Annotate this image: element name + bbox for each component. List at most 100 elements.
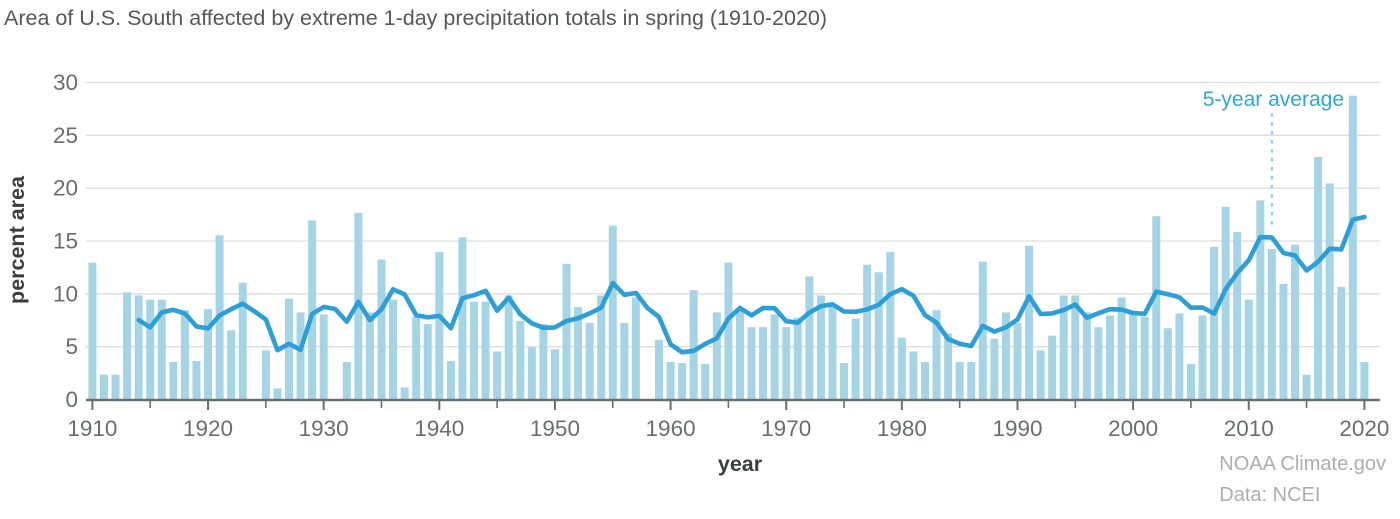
bar-2009 [1233, 232, 1242, 399]
bar-1986 [967, 362, 976, 399]
bar-1914 [134, 295, 143, 399]
bar-1930 [319, 314, 328, 399]
bar-2010 [1244, 299, 1253, 399]
bar-1918 [180, 310, 189, 399]
bar-1988 [990, 338, 999, 399]
bar-1917 [169, 362, 178, 399]
bar-1974 [828, 304, 837, 399]
bar-1944 [481, 301, 490, 399]
bar-1984 [944, 333, 953, 399]
bar-1951 [562, 263, 571, 399]
x-tick-label-2010: 2010 [1224, 416, 1274, 441]
bar-1940 [435, 252, 444, 399]
bar-1936 [389, 299, 398, 399]
bar-1950 [550, 349, 559, 399]
bar-1956 [620, 322, 629, 399]
bar-1977 [863, 264, 872, 399]
bar-1947 [516, 320, 525, 399]
bar-1962 [689, 290, 698, 399]
bar-1913 [123, 292, 132, 399]
bar-2020 [1360, 362, 1369, 399]
bar-2006 [1198, 315, 1207, 399]
bar-2002 [1152, 216, 1161, 399]
bar-1960 [666, 362, 675, 399]
bar-1942 [458, 237, 467, 399]
bar-1948 [527, 347, 536, 399]
bar-1993 [1048, 335, 1057, 399]
bar-1990 [1013, 322, 1022, 399]
bar-2013 [1279, 283, 1288, 399]
bar-2004 [1175, 313, 1184, 399]
x-axis-label: year [718, 452, 763, 476]
bar-1991 [1025, 245, 1034, 399]
bar-1929 [308, 220, 317, 399]
x-tick-label-1970: 1970 [761, 416, 811, 441]
x-tick-label-1940: 1940 [414, 416, 464, 441]
bar-2012 [1267, 248, 1276, 399]
bar-1934 [365, 312, 374, 399]
bar-1915 [146, 299, 155, 399]
bar-1925 [261, 350, 270, 399]
bar-1946 [504, 295, 513, 399]
bar-1935 [377, 259, 386, 399]
annotation-label: 5-year average [1202, 88, 1344, 111]
bar-1996 [1082, 312, 1091, 399]
y-tick-label-30: 30 [53, 70, 78, 95]
bar-1995 [1071, 295, 1080, 399]
bar-1992 [1036, 350, 1045, 399]
bar-1980 [897, 337, 906, 399]
bar-1943 [469, 301, 478, 399]
bar-1938 [412, 316, 421, 399]
bar-1923 [238, 282, 247, 399]
bar-1976 [851, 318, 860, 399]
bar-1981 [909, 351, 918, 399]
bar-2018 [1337, 286, 1346, 399]
bar-1912 [111, 374, 120, 399]
bar-1961 [678, 363, 687, 399]
bar-2003 [1163, 328, 1172, 399]
bar-1926 [273, 388, 282, 399]
bar-1916 [157, 299, 166, 399]
bar-1959 [655, 339, 664, 399]
bar-1928 [296, 312, 305, 399]
bar-2001 [1140, 316, 1149, 399]
bar-1975 [840, 363, 849, 399]
x-tick-label-1950: 1950 [530, 416, 580, 441]
bar-1949 [539, 323, 548, 399]
y-axis-label: percent area [5, 175, 29, 304]
bar-1910 [88, 262, 97, 399]
bar-1932 [342, 362, 351, 399]
bar-1999 [1117, 297, 1126, 399]
x-tick-label-1990: 1990 [992, 416, 1042, 441]
x-tick-label-1960: 1960 [646, 416, 696, 441]
bar-1941 [446, 360, 455, 399]
five-year-average-line [136, 214, 1367, 355]
footer-data-credit: Data: NCEI [1219, 484, 1321, 506]
bar-1966 [735, 310, 744, 399]
bar-1953 [585, 322, 594, 399]
x-tick-label-1920: 1920 [183, 416, 233, 441]
bar-2011 [1256, 200, 1265, 399]
bar-1971 [793, 317, 802, 399]
y-tick-label-10: 10 [53, 281, 78, 306]
bar-1945 [493, 351, 502, 399]
bar-1968 [759, 327, 768, 399]
bar-1964 [712, 312, 721, 399]
bar-1927 [284, 298, 293, 399]
bar-2000 [1129, 312, 1138, 399]
bar-1978 [874, 272, 883, 399]
bar-2019 [1348, 95, 1357, 399]
bar-2008 [1221, 206, 1230, 399]
bar-1989 [1001, 312, 1010, 399]
bar-2017 [1325, 183, 1334, 399]
x-tick-label-2000: 2000 [1108, 416, 1158, 441]
bar-1972 [805, 276, 814, 399]
bar-1963 [701, 364, 710, 399]
bar-1983 [932, 310, 941, 399]
bar-1970 [782, 327, 791, 399]
bar-1919 [192, 360, 201, 399]
x-tick-label-2020: 2020 [1339, 416, 1389, 441]
bar-1957 [631, 297, 640, 399]
bar-1955 [608, 225, 617, 399]
